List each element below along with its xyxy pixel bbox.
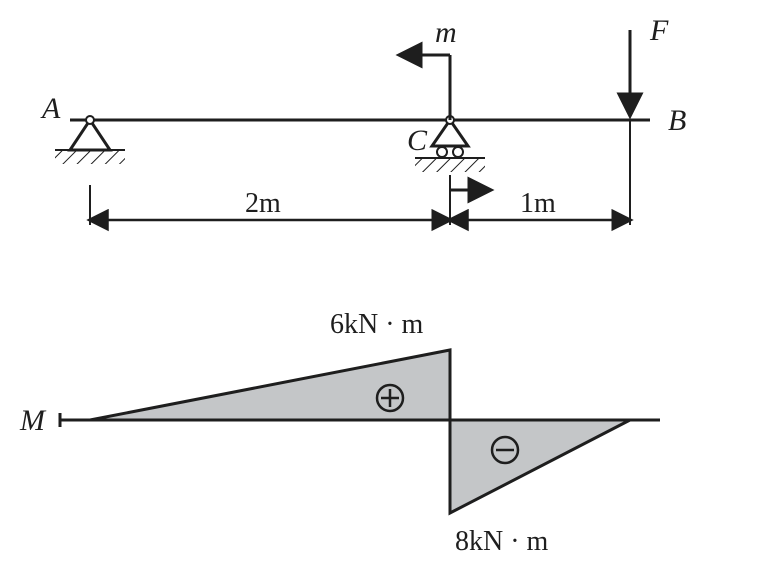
label-c: C <box>407 124 428 157</box>
label-f: F <box>649 14 669 47</box>
label-a: A <box>40 92 61 125</box>
figure: A B C m F 2m 1m M 6kN · m 8kN · m <box>0 0 760 570</box>
value-neg-label: 8kN · m <box>455 526 549 557</box>
label-m: m <box>435 16 457 49</box>
support-a-pin <box>55 116 125 164</box>
value-pos-label: 6kN · m <box>330 309 424 340</box>
dim-ac-label: 2m <box>245 188 281 219</box>
m-axis-label: M <box>19 404 47 437</box>
moment-diagram: M 6kN · m 8kN · m <box>19 309 660 557</box>
dim-cb-label: 1m <box>520 188 556 219</box>
label-b: B <box>668 104 686 137</box>
negative-area <box>450 420 630 513</box>
beam-diagram: A B C m F 2m 1m <box>40 14 686 225</box>
